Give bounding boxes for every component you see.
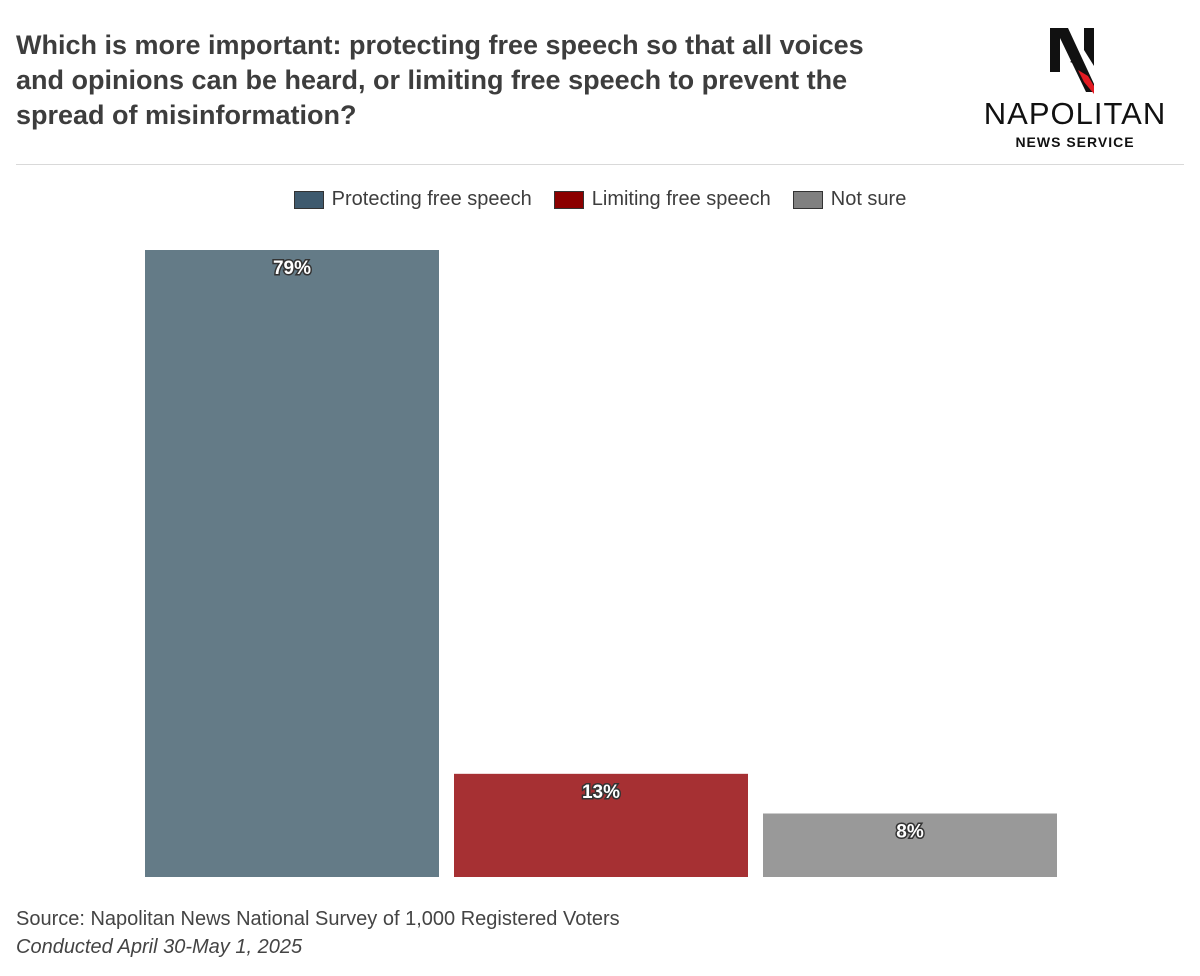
bar-limiting xyxy=(454,773,748,877)
header-divider xyxy=(16,164,1184,165)
logo-name: NAPOLITAN xyxy=(983,96,1167,131)
legend-swatch-limiting xyxy=(553,190,584,209)
legend-item-protecting: Protecting free speech xyxy=(293,188,532,211)
bar-label-limiting: 13% xyxy=(582,782,620,803)
legend-label-not-sure: Not sure xyxy=(830,188,907,210)
chart-legend: Protecting free speech Limiting free spe… xyxy=(0,188,1200,211)
source-note: Source: Napolitan News National Survey o… xyxy=(16,908,620,930)
bar-protecting xyxy=(145,250,439,877)
logo-subtitle: NEWS SERVICE xyxy=(1015,134,1135,150)
legend-label-limiting: Limiting free speech xyxy=(591,188,771,210)
legend-item-not-sure: Not sure xyxy=(792,188,907,211)
legend-label-protecting: Protecting free speech xyxy=(331,188,532,210)
bar-label-protecting: 79% xyxy=(273,258,311,279)
legend-swatch-protecting xyxy=(293,190,324,209)
napolitan-logo: NAPOLITAN NEWS SERVICE xyxy=(970,26,1180,156)
conducted-note: Conducted April 30-May 1, 2025 xyxy=(16,936,303,958)
bar-not-sure xyxy=(763,813,1057,877)
legend-item-limiting: Limiting free speech xyxy=(553,188,771,211)
legend-swatch-not-sure xyxy=(792,190,823,209)
bar-label-not-sure: 8% xyxy=(896,822,924,843)
chart-title: Which is more important: protecting free… xyxy=(16,30,864,130)
bar-group: 79% 13% 8% xyxy=(145,250,1057,877)
napolitan-n-eagle-icon xyxy=(1050,28,1094,94)
